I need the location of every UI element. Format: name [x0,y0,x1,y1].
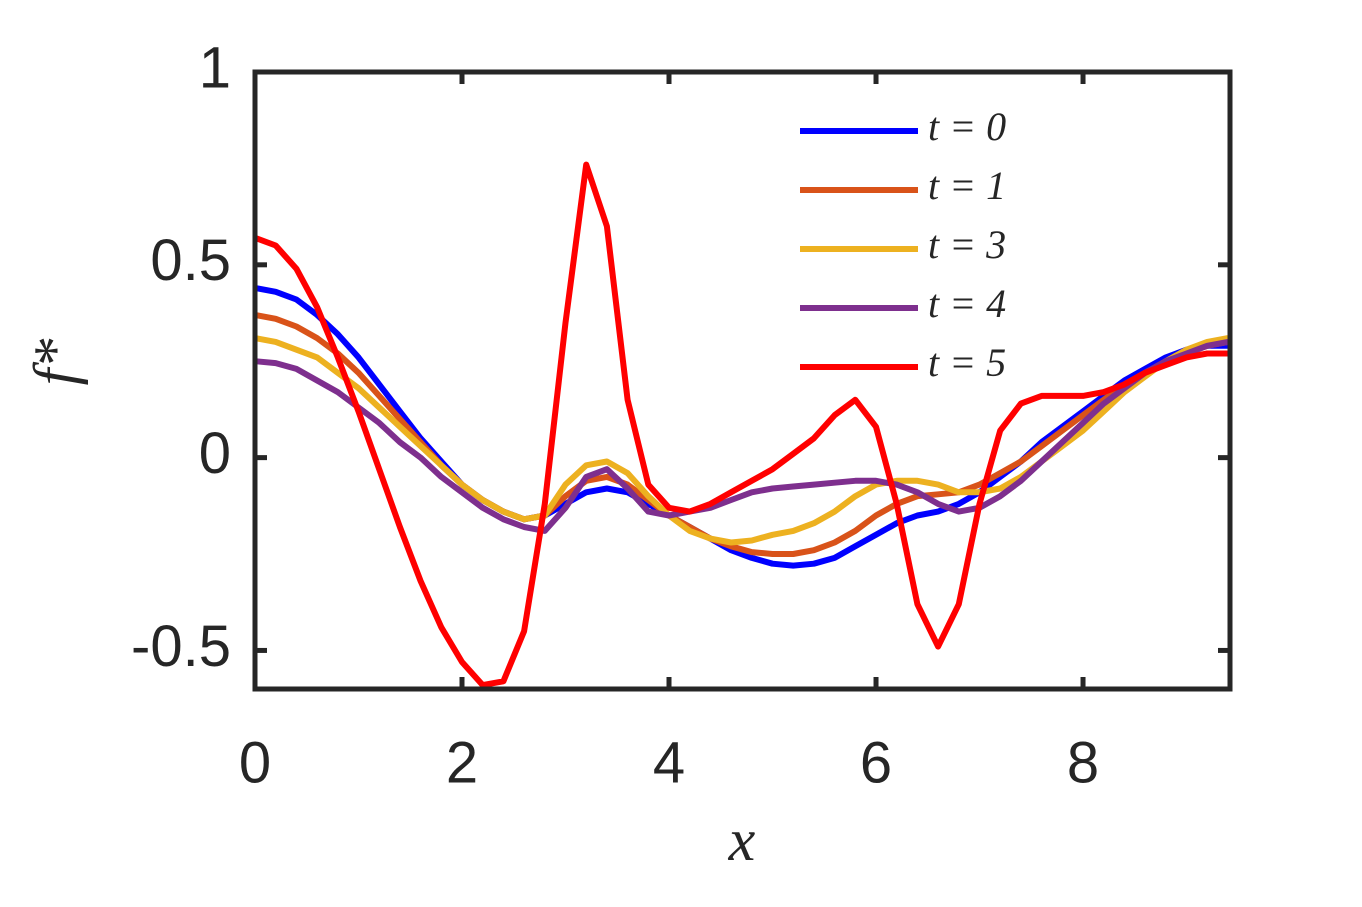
legend-label: t = 1 [928,163,1006,208]
y-axis-label: f* [22,339,88,386]
legend-label: t = 3 [928,222,1006,267]
series-line [254,335,1229,546]
legend-label: t = 4 [928,281,1006,326]
y-tick-label: 0.5 [150,228,231,293]
series-line [254,311,1229,557]
legend-label: t = 0 [928,104,1006,149]
x-tick-label: 2 [446,730,478,795]
y-tick-label: 1 [199,35,231,100]
x-axis-label: x [728,807,756,873]
series-line [254,338,1229,534]
plot-frame [252,69,1233,692]
x-tick-label: 0 [239,730,271,795]
x-tick-label: 4 [653,730,685,795]
series-line [254,284,1228,569]
series-line [253,161,1228,689]
x-tick-label: 6 [860,730,892,795]
y-tick-label: -0.5 [131,614,231,679]
y-tick-label: 0 [199,421,231,486]
legend-label: t = 5 [928,340,1006,385]
x-tick-label: 8 [1067,730,1099,795]
